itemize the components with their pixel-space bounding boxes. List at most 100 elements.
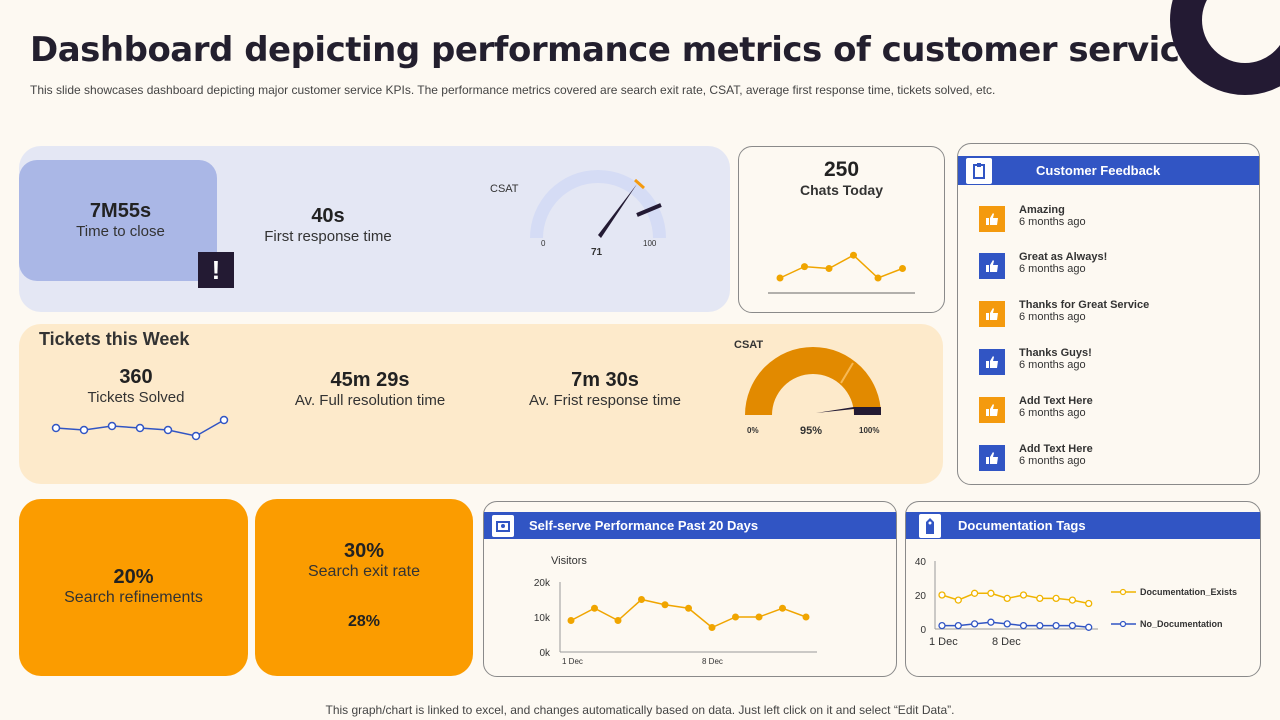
full-resolution-value: 45m 29s <box>330 369 410 391</box>
feedback-item: Add Text Here 6 months ago <box>979 395 1093 423</box>
feedback-title: Thanks Guys! <box>1019 347 1092 359</box>
series-point <box>1052 594 1060 603</box>
self-serve-header: Self-serve Performance Past 20 Days <box>484 512 896 539</box>
search-refinements-label: Search refinements <box>64 589 203 606</box>
x-tick-label: 8 Dec <box>992 636 1021 648</box>
feedback-time: 6 months ago <box>1019 455 1086 467</box>
visitors-point <box>661 601 669 609</box>
visitors-point <box>708 624 716 631</box>
performance-icon <box>492 514 514 537</box>
csat-gauge-label: CSAT <box>490 183 519 195</box>
first-response-value: 40s <box>311 205 345 227</box>
tickets-sparkline <box>51 415 229 441</box>
gauge-end-mark <box>854 407 881 415</box>
chats-today-label: Chats Today <box>800 182 883 198</box>
csat-gauge-value: 71 <box>591 247 603 258</box>
x-tick-label: 1 Dec <box>929 636 958 648</box>
thumbs-up-icon <box>979 445 1005 471</box>
chats-point <box>801 263 808 271</box>
time-to-close-label: Time to close <box>76 223 165 240</box>
y-tick-label: 10k <box>534 613 551 624</box>
series-point <box>970 620 979 628</box>
y-tick-label: 20 <box>915 591 927 602</box>
search-exit-secondary: 28% <box>347 613 381 630</box>
footer-note: This graph/chart is linked to excel, and… <box>325 703 955 717</box>
csat-gauge-min: 0 <box>541 239 546 248</box>
series-point <box>987 618 995 626</box>
tickets-point <box>163 425 173 435</box>
feedback-time: 6 months ago <box>1019 311 1086 323</box>
series-point <box>1068 596 1077 604</box>
feedback-time: 6 months ago <box>1019 359 1086 371</box>
series-point <box>1085 599 1093 608</box>
y-tick-label: 0k <box>539 648 551 659</box>
series-point <box>1085 623 1093 631</box>
gauge-accent-mark <box>634 178 645 190</box>
visitors-point <box>732 613 739 621</box>
feedback-title: Add Text Here <box>1019 395 1093 407</box>
series-point <box>1019 591 1028 599</box>
legend-label: Documentation_Exists <box>1140 587 1237 597</box>
documentation-tags-header: Documentation Tags <box>906 512 1260 539</box>
alert-icon: ! <box>198 252 234 288</box>
time-to-close-kpi: 7M55s Time to close <box>19 200 222 240</box>
csat-tickets-max: 100% <box>859 426 879 435</box>
feedback-time: 6 months ago <box>1019 216 1086 228</box>
series-point <box>987 589 995 597</box>
feedback-title: Add Text Here <box>1019 443 1093 455</box>
first-response-kpi: 40s First response time <box>238 205 418 245</box>
tickets-solved-value: 360 <box>119 366 153 388</box>
tickets-week-panel <box>19 324 943 484</box>
search-refinements-card <box>19 499 248 676</box>
gauge-track <box>530 170 666 238</box>
chats-point <box>899 265 906 272</box>
search-exit-kpi: 30% Search exit rate <box>255 540 473 581</box>
feedback-item: Thanks Guys! 6 months ago <box>979 347 1092 375</box>
gauge-end-mark <box>636 203 662 217</box>
series-point <box>1036 621 1044 630</box>
visitors-point <box>755 613 763 621</box>
visitors-point <box>567 617 575 624</box>
search-refinements-value: 20% <box>113 566 154 588</box>
feedback-title: Great as Always! <box>1019 251 1108 263</box>
legend-marker <box>1119 620 1127 628</box>
series-point <box>1036 594 1044 603</box>
chats-today-card <box>738 146 945 313</box>
series-point <box>1019 621 1028 630</box>
series-point <box>1003 620 1011 628</box>
y-tick-label: 40 <box>915 557 927 568</box>
tickets-week-heading: Tickets this Week <box>39 329 190 349</box>
first-response-label: First response time <box>264 228 392 245</box>
series-line <box>942 621 1089 629</box>
y-tick-label: 20k <box>534 578 551 589</box>
first-response-avg-label: Av. Frist response time <box>529 392 681 409</box>
chats-point <box>874 274 882 282</box>
tag-icon <box>919 513 941 538</box>
tickets-solved-kpi: 360 Tickets Solved <box>46 366 226 406</box>
visitors-point <box>591 604 598 612</box>
legend-label: No_Documentation <box>1140 619 1223 629</box>
csat-gauge-tickets: CSAT 0% 100% 95% <box>734 339 881 437</box>
visitors-point <box>802 613 810 621</box>
csat-tickets-value: 95% <box>800 425 822 437</box>
visitors-point <box>614 617 622 624</box>
x-tick-label: 8 Dec <box>702 657 723 666</box>
series-point <box>1003 594 1011 603</box>
time-to-close-value: 7M55s <box>89 200 152 222</box>
self-serve-title: Self-serve Performance Past 20 Days <box>529 518 759 533</box>
time-to-close-card <box>19 160 217 281</box>
customer-feedback-card <box>957 143 1260 485</box>
first-response-avg-kpi: 7m 30s Av. Frist response time <box>505 369 705 409</box>
customer-feedback-title: Customer Feedback <box>1036 163 1161 178</box>
tickets-point <box>219 415 229 425</box>
feedback-title: Thanks for Great Service <box>1019 299 1150 311</box>
self-serve-chart: Visitors 20k 10k 0k 1 Dec 8 Dec <box>534 555 817 666</box>
csat-tickets-label: CSAT <box>734 339 763 351</box>
thumbs-up-icon <box>979 301 1005 327</box>
gauge-accent-mark <box>840 362 854 384</box>
visitors-label: Visitors <box>551 555 587 567</box>
csat-tickets-min: 0% <box>747 426 759 435</box>
chats-today-sparkline <box>768 251 915 294</box>
gauge-needle <box>598 184 637 238</box>
visitors-point <box>779 604 786 612</box>
